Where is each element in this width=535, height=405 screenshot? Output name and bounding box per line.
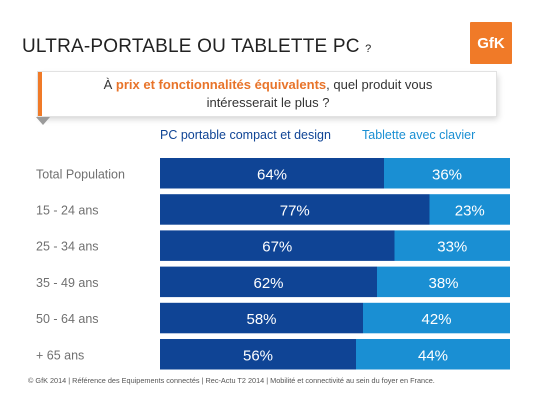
bar-segment-series-2	[377, 266, 510, 298]
data-label: 44%	[418, 347, 448, 364]
bar-segment-series-1	[160, 230, 395, 261]
bar-segment-series-2	[356, 339, 510, 370]
data-label: 67%	[262, 239, 292, 256]
bar-segment-series-2	[394, 230, 510, 261]
category-label: 25 - 34 ans	[36, 240, 99, 254]
bar-segment-series-2	[429, 194, 510, 225]
question-rest: , quel produit vous	[326, 77, 433, 92]
page-title: ULTRA-PORTABLE OU TABLETTE PC ?	[22, 36, 371, 58]
gfk-logo: GfK	[470, 22, 512, 64]
data-label: 56%	[243, 347, 273, 364]
data-label: 64%	[257, 166, 287, 183]
bar-segment-series-2	[384, 158, 510, 189]
category-label: 15 - 24 ans	[36, 203, 99, 217]
logo-text: GfK	[477, 34, 505, 52]
data-label: 36%	[432, 166, 462, 183]
title-suffix: ?	[365, 43, 372, 55]
data-label: 62%	[253, 275, 283, 292]
footer-source: © GfK 2014 | Référence des Equipements c…	[28, 376, 435, 385]
data-label: 38%	[428, 275, 458, 292]
question-line2: intéresserait le plus ?	[206, 95, 330, 110]
data-label: 42%	[421, 311, 451, 328]
category-label: 50 - 64 ans	[36, 312, 99, 326]
category-label: Total Population	[36, 167, 125, 181]
bar-segment-series-1	[160, 339, 356, 370]
legend-series-2: Tablette avec clavier	[362, 128, 476, 142]
question-box: À prix et fonctionnalités équivalents, q…	[38, 72, 496, 116]
bar-segment-series-1	[160, 266, 377, 298]
data-label: 58%	[246, 311, 276, 328]
data-label: 77%	[280, 202, 310, 219]
question-prefix: À	[103, 77, 116, 92]
category-label: 35 - 49 ans	[36, 276, 99, 290]
title-text: ULTRA-PORTABLE OU TABLETTE PC	[22, 36, 360, 57]
bar-segment-series-1	[160, 302, 363, 334]
question-text: À prix et fonctionnalités équivalents, q…	[48, 76, 488, 112]
data-label: 33%	[437, 239, 467, 256]
question-accent-bar	[38, 72, 42, 116]
bar-segment-series-2	[363, 302, 510, 334]
question-highlight: prix et fonctionnalités équivalents	[115, 77, 327, 92]
bar-segment-series-1	[160, 194, 430, 225]
legend-series-1: PC portable compact et design	[160, 128, 331, 142]
category-label: + 65 ans	[36, 348, 84, 362]
bar-segment-series-1	[160, 158, 384, 189]
data-label: 23%	[455, 202, 485, 219]
callout-pointer	[36, 117, 50, 125]
